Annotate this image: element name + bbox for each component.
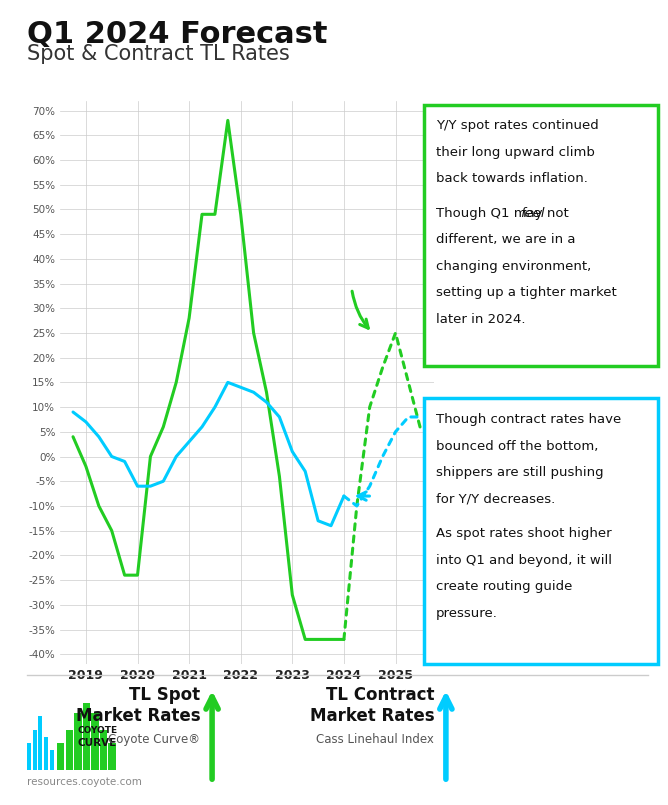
- Bar: [33, 730, 37, 770]
- Text: their long upward climb: their long upward climb: [436, 146, 595, 159]
- Text: As spot rates shoot higher: As spot rates shoot higher: [436, 527, 612, 540]
- Text: shippers are still pushing: shippers are still pushing: [436, 466, 604, 479]
- Text: TL Contract
Market Rates: TL Contract Market Rates: [309, 686, 434, 724]
- Text: setting up a tighter market: setting up a tighter market: [436, 287, 617, 299]
- Bar: [108, 743, 116, 770]
- Text: pressure.: pressure.: [436, 607, 498, 620]
- Text: into Q1 and beyond, it will: into Q1 and beyond, it will: [436, 554, 612, 567]
- Text: Q1 2024 Forecast: Q1 2024 Forecast: [27, 20, 327, 49]
- Text: changing environment,: changing environment,: [436, 260, 591, 273]
- Bar: [65, 730, 73, 770]
- Text: Y/Y spot rates continued: Y/Y spot rates continued: [436, 119, 599, 132]
- Text: Cass Linehaul Index: Cass Linehaul Index: [317, 733, 434, 745]
- Text: Spot & Contract TL Rates: Spot & Contract TL Rates: [27, 44, 289, 64]
- Text: back towards inflation.: back towards inflation.: [436, 172, 588, 185]
- Bar: [27, 743, 31, 770]
- Text: for Y/Y decreases.: for Y/Y decreases.: [436, 493, 556, 506]
- Bar: [83, 703, 90, 770]
- Bar: [91, 713, 99, 770]
- Bar: [57, 743, 65, 770]
- Text: feel: feel: [520, 207, 545, 220]
- Text: different, we are in a: different, we are in a: [436, 233, 576, 246]
- Bar: [38, 716, 42, 770]
- Bar: [44, 737, 48, 770]
- Text: TL Spot
Market Rates: TL Spot Market Rates: [75, 686, 200, 724]
- Text: resources.coyote.com: resources.coyote.com: [27, 778, 142, 787]
- Text: Though Q1 may not: Though Q1 may not: [436, 207, 573, 220]
- Text: Though contract rates have: Though contract rates have: [436, 413, 621, 426]
- Bar: [49, 750, 53, 770]
- Text: COYOTE: COYOTE: [77, 725, 117, 735]
- Text: Coyote Curve®: Coyote Curve®: [108, 733, 200, 745]
- Text: create routing guide: create routing guide: [436, 580, 572, 593]
- Text: bounced off the bottom,: bounced off the bottom,: [436, 440, 599, 452]
- Bar: [74, 713, 81, 770]
- Text: later in 2024.: later in 2024.: [436, 313, 526, 326]
- Text: CURVE: CURVE: [77, 738, 117, 748]
- Bar: [100, 730, 107, 770]
